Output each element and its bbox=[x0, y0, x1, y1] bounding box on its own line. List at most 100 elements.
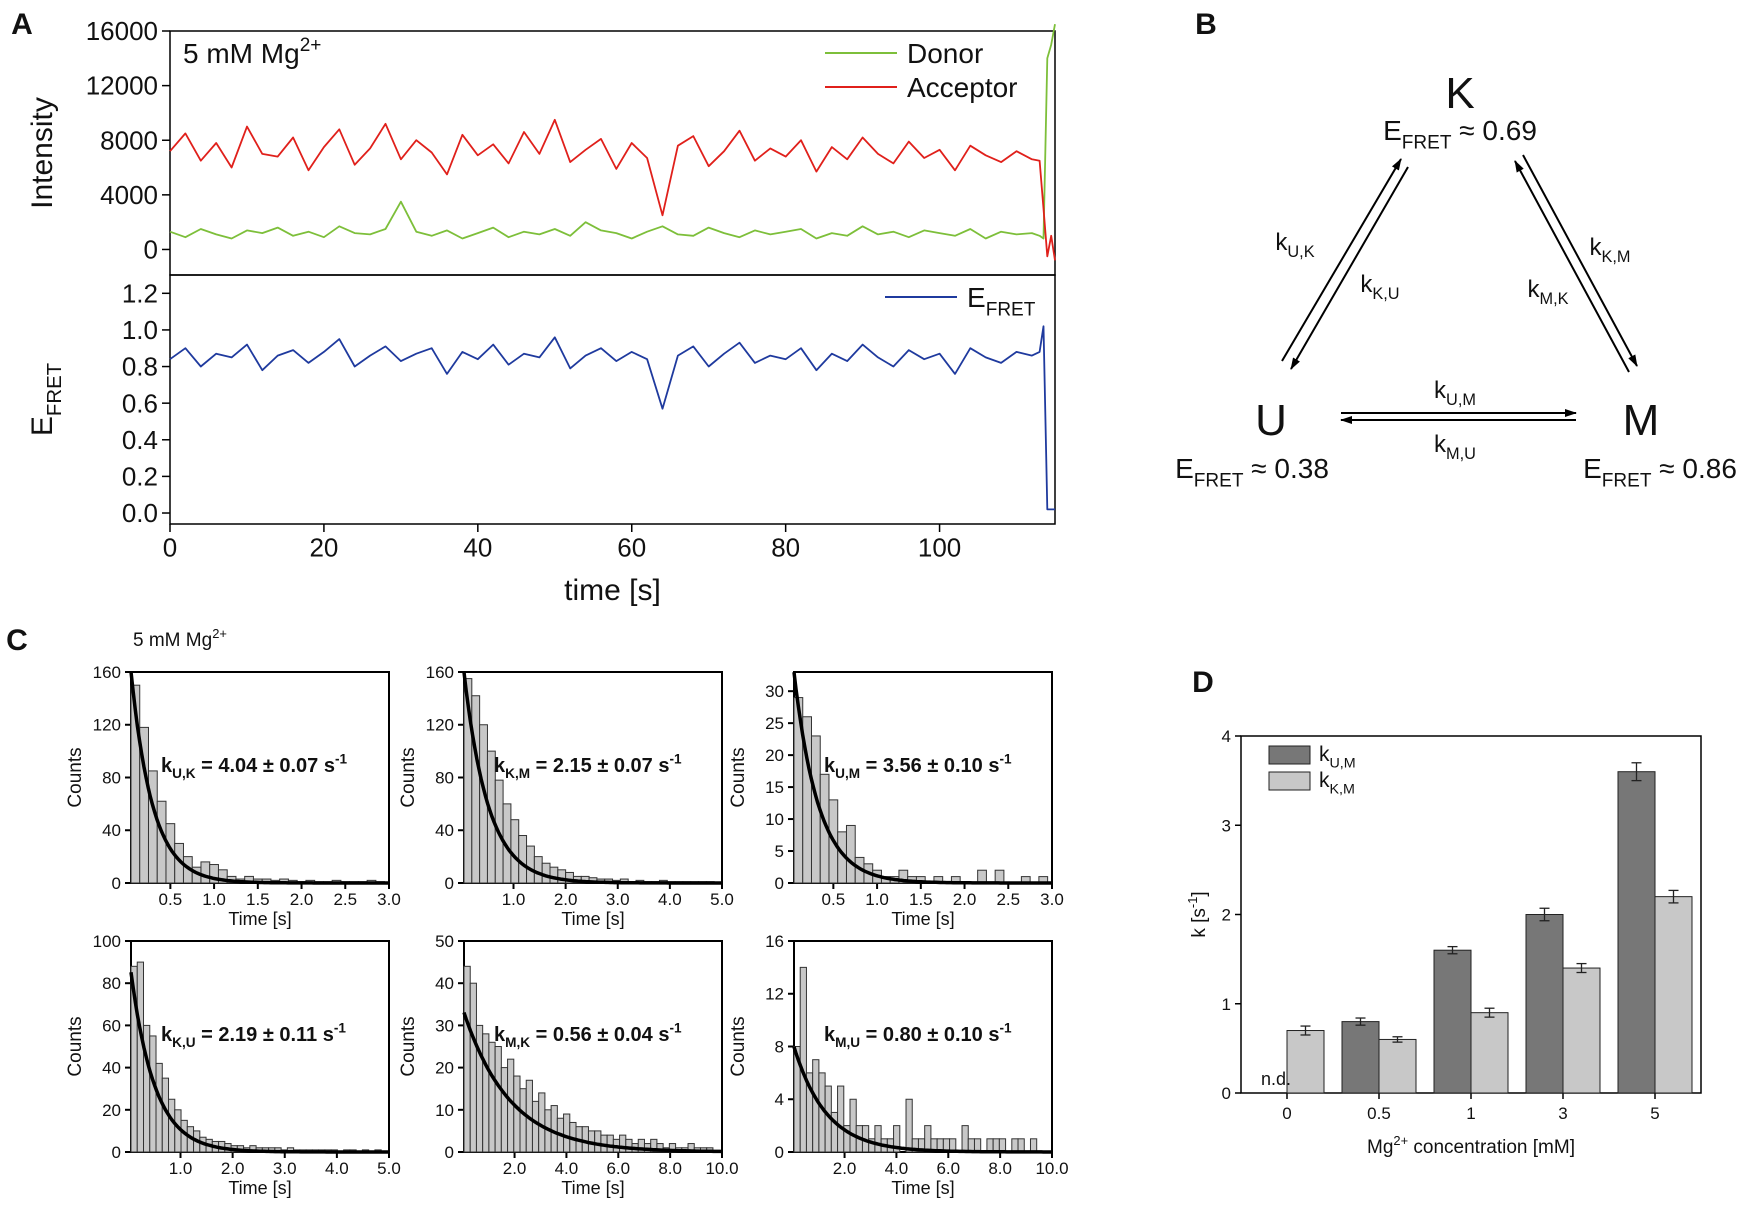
line-series bbox=[169, 24, 1056, 240]
text-part: U,M bbox=[1330, 755, 1356, 771]
fit-curve bbox=[462, 1011, 723, 1154]
histogram-bar bbox=[531, 1100, 540, 1153]
text-part: k bbox=[161, 1024, 173, 1046]
text-part: -1 bbox=[669, 1021, 682, 1036]
x-tick-label: 0 bbox=[163, 533, 177, 563]
y-tick-label: 12 bbox=[765, 985, 784, 1004]
x-tick-label: 4.0 bbox=[885, 1159, 909, 1178]
arrow bbox=[1290, 166, 1409, 370]
y-tick-label: 0 bbox=[775, 1143, 784, 1162]
y-tick-label: 0 bbox=[445, 1143, 454, 1162]
text-part: -1 bbox=[334, 1021, 347, 1036]
fit-label: kK,U = 2.19 ± 0.11 s-1 bbox=[161, 1021, 346, 1050]
y-tick-label: 100 bbox=[93, 932, 121, 951]
histogram-bar bbox=[924, 1125, 932, 1153]
x-tick-label: 2.0 bbox=[221, 1159, 245, 1178]
y-tick-label: 20 bbox=[435, 1059, 454, 1078]
x-tick-label: 1.0 bbox=[865, 890, 889, 909]
error-bar bbox=[1631, 762, 1642, 782]
y-tick-label: 25 bbox=[765, 714, 784, 733]
bar bbox=[1525, 914, 1564, 1094]
histogram-bar bbox=[799, 966, 807, 1153]
y-tick-label: 10 bbox=[435, 1101, 454, 1120]
y-tick-label: 0 bbox=[445, 874, 454, 893]
text-part: k bbox=[1275, 229, 1288, 256]
y-tick-label: 1.0 bbox=[122, 315, 158, 345]
x-tick-label: 2.0 bbox=[953, 890, 977, 909]
y-tick-label: 80 bbox=[102, 974, 121, 993]
text-part: Mg bbox=[1367, 1137, 1393, 1158]
y-tick-label: 60 bbox=[102, 1016, 121, 1035]
histogram-bar bbox=[549, 866, 559, 884]
y-tick-label: 120 bbox=[426, 716, 454, 735]
histogram-bar bbox=[1029, 1138, 1038, 1153]
y-tick-label: 2 bbox=[1222, 906, 1231, 925]
y-tick-label: 30 bbox=[765, 682, 784, 701]
x-axis-label: Time [s] bbox=[228, 909, 291, 929]
x-tick-label: 0 bbox=[1282, 1104, 1291, 1123]
histogram-bar bbox=[812, 1059, 820, 1153]
x-tick-label: 80 bbox=[771, 533, 800, 563]
error-bar bbox=[1539, 907, 1550, 922]
diagram-arrows bbox=[1281, 154, 1638, 424]
text-part: ≈ 0.69 bbox=[1451, 115, 1536, 146]
x-axis-label: Time [s] bbox=[891, 909, 954, 929]
x-tick-label: 6.0 bbox=[606, 1159, 630, 1178]
text-part: 2+ bbox=[212, 626, 227, 641]
line-series bbox=[169, 325, 1055, 511]
text-part: = 0.56 ± 0.04 s bbox=[530, 1024, 669, 1046]
text-part: ≈ 0.86 bbox=[1651, 453, 1736, 484]
x-tick-label: 5 bbox=[1650, 1104, 1659, 1123]
histogram-bar bbox=[961, 1125, 969, 1153]
legend-swatch bbox=[1268, 771, 1311, 791]
histogram-bar bbox=[155, 1062, 163, 1153]
bar bbox=[1433, 949, 1472, 1094]
text-part: k bbox=[824, 1024, 836, 1046]
legend-swatch bbox=[1268, 745, 1311, 765]
y-axis-label: Counts bbox=[398, 747, 419, 807]
text-part: k bbox=[824, 755, 836, 777]
histogram-bar bbox=[500, 1067, 509, 1153]
x-axis-label: Time [s] bbox=[228, 1178, 291, 1198]
histogram-bar bbox=[494, 1046, 502, 1153]
text-part: k bbox=[494, 1024, 506, 1046]
y-axis-label: Counts bbox=[728, 747, 749, 807]
bar bbox=[1470, 1012, 1509, 1094]
histogram-bar bbox=[1011, 1138, 1019, 1153]
y-tick-label: 0 bbox=[144, 235, 158, 265]
text-part: U,K bbox=[1287, 243, 1314, 261]
y-tick-label: 12000 bbox=[86, 71, 158, 101]
state-label: M bbox=[1623, 396, 1660, 445]
y-tick-label: 160 bbox=[93, 663, 121, 682]
y-tick-label: 40 bbox=[435, 821, 454, 840]
error-bar bbox=[1576, 962, 1587, 974]
y-tick-label: 80 bbox=[435, 768, 454, 787]
text-part: -1 bbox=[999, 1021, 1012, 1036]
x-tick-label: 4.0 bbox=[555, 1159, 579, 1178]
y-tick-label: 0 bbox=[112, 874, 121, 893]
y-axis-label: Counts bbox=[65, 747, 86, 807]
text-part: concentration [mM] bbox=[1408, 1137, 1575, 1158]
histogram-bar bbox=[149, 1035, 157, 1153]
y-axis-label: EFRET bbox=[26, 363, 66, 436]
bar bbox=[1286, 1030, 1325, 1094]
text-part: M,K bbox=[505, 1035, 530, 1050]
x-tick-label: 20 bbox=[309, 533, 338, 563]
x-tick-label: 3.0 bbox=[1040, 890, 1064, 909]
fit-curve bbox=[792, 1046, 1052, 1154]
x-tick-label: 8.0 bbox=[988, 1159, 1012, 1178]
y-axis-label: Counts bbox=[398, 1016, 419, 1076]
x-tick-label: 0.5 bbox=[159, 890, 183, 909]
text-part: FRET bbox=[1194, 470, 1244, 491]
fit-curve bbox=[129, 671, 389, 885]
y-tick-label: 0.2 bbox=[122, 461, 158, 491]
x-axis-label: Time [s] bbox=[561, 909, 624, 929]
state-efret: EFRET ≈ 0.69 bbox=[1383, 115, 1537, 153]
text-part: -1 bbox=[669, 752, 682, 767]
x-tick-label: 6.0 bbox=[936, 1159, 960, 1178]
text-part: = 2.15 ± 0.07 s bbox=[530, 755, 669, 777]
x-tick-label: 3.0 bbox=[606, 890, 630, 909]
text-part: ≈ 0.38 bbox=[1243, 453, 1328, 484]
x-tick-label: 0.5 bbox=[822, 890, 846, 909]
